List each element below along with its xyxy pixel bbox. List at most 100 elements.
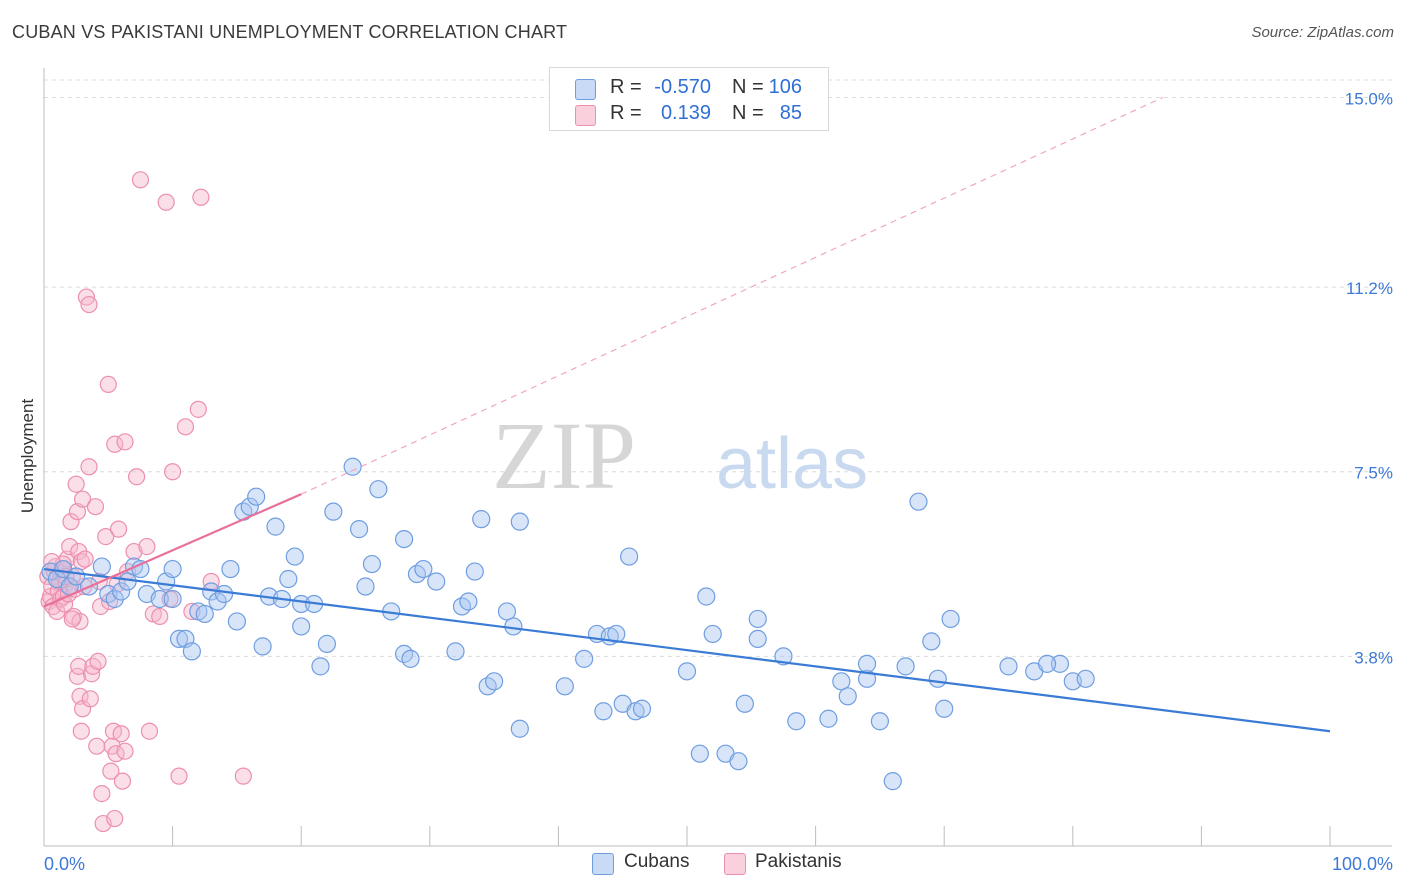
cubans-swatch — [575, 79, 596, 100]
pakistanis-swatch — [724, 853, 746, 875]
pakistanis-point — [109, 520, 128, 538]
source-label: Source: ZipAtlas.com — [1251, 24, 1394, 41]
cubans-point — [169, 629, 189, 649]
cubans-point — [735, 694, 754, 713]
pakistanis-point — [113, 772, 132, 790]
x-tick-label: 100.0% — [1332, 854, 1393, 874]
cubans-point — [105, 589, 124, 609]
cubans-point — [1037, 654, 1057, 673]
r-value: 0.139 — [660, 102, 711, 124]
cubans-point — [690, 744, 709, 763]
watermark-zip: ZIP — [492, 402, 636, 509]
cubans-point — [343, 457, 362, 476]
cubans-point — [999, 657, 1018, 676]
legend-label-cubans: Cubans — [624, 851, 690, 872]
cubans-swatch — [592, 853, 614, 875]
cubans-point — [748, 609, 767, 629]
pakistanis-point — [170, 767, 188, 785]
cubans-point — [311, 657, 330, 676]
pakistanis-point — [164, 463, 182, 481]
cubans-point — [92, 557, 111, 576]
cubans-point — [369, 480, 388, 499]
cubans-point — [1050, 654, 1070, 673]
cubans-point — [182, 642, 201, 661]
cubans-point — [324, 502, 343, 521]
pakistanis-point — [116, 742, 134, 760]
cubans-point — [208, 592, 227, 611]
pakistanis-point — [63, 610, 81, 628]
cubans-point — [266, 517, 285, 536]
cubans-point — [485, 672, 504, 691]
pakistanis-point — [84, 657, 102, 675]
cubans-point — [227, 612, 246, 631]
pakistanis-point — [151, 607, 169, 626]
cubans-point — [253, 637, 272, 656]
y-tick-label: 11.2% — [1346, 279, 1393, 298]
pakistanis-point — [73, 490, 92, 508]
y-tick-label: 3.8% — [1354, 648, 1393, 667]
cubans-point — [349, 520, 369, 539]
cubans-point — [594, 702, 613, 721]
pakistanis-point — [106, 809, 124, 828]
pakistanis-point — [157, 193, 175, 211]
cubans-point — [632, 699, 652, 718]
cubans-point — [896, 657, 915, 676]
cubans-point — [362, 554, 382, 574]
cubans-point — [427, 572, 446, 591]
cubans-point — [909, 492, 928, 511]
correlation-legend: R = -0.570 N = 106 R = 0.139 N = 85 — [549, 67, 829, 131]
cubans-point — [787, 712, 806, 731]
pakistanis-point — [127, 468, 146, 486]
pakistanis-point — [88, 737, 106, 755]
cubans-point — [472, 510, 491, 529]
cubans-point — [870, 712, 890, 731]
pakistanis-point — [70, 657, 88, 675]
y-axis-label: Unemployment — [18, 398, 37, 514]
pakistanis-swatch — [575, 105, 596, 126]
y-tick-label: 7.5% — [1354, 464, 1393, 483]
legend-row-pakistanis: R = 0.139 N = 85 — [550, 102, 828, 128]
pakistanis-point — [67, 475, 85, 493]
cubans-point — [285, 547, 304, 566]
cubans-point — [394, 530, 414, 549]
axes — [43, 68, 1392, 847]
pakistanis-point — [234, 767, 252, 785]
cubans-point — [247, 487, 266, 506]
cubans-point — [575, 649, 594, 668]
pakistanis-point — [100, 592, 119, 611]
y-tick-label: 15.0% — [1345, 89, 1393, 108]
cubans-point — [857, 654, 877, 673]
pakistanis-point — [97, 528, 115, 546]
pakistanis-point — [192, 188, 210, 206]
cubans-point — [214, 584, 234, 604]
n-label: N = — [732, 76, 764, 98]
x-tick-label: 0.0% — [44, 854, 85, 874]
cubans-point — [922, 632, 941, 651]
tick-labels: 3.8% 7.5% 11.2% 15.0% 0.0% 100.0% — [44, 89, 1393, 874]
pakistanis-trend-extension — [300, 96, 1164, 495]
cubans-point — [607, 624, 626, 644]
cubans-point — [748, 629, 767, 649]
cubans-point — [317, 634, 337, 653]
pakistanis-point — [86, 498, 105, 516]
cubans-point — [292, 617, 311, 636]
cubans-point — [677, 662, 697, 681]
cubans-point — [819, 709, 838, 728]
cubans-point — [221, 559, 240, 579]
cubans-point — [838, 687, 857, 706]
pakistanis-point — [138, 537, 156, 556]
cubans-point — [941, 609, 960, 629]
pakistanis-point — [112, 725, 130, 743]
cubans-point — [510, 512, 529, 531]
n-value: 85 — [779, 102, 802, 124]
cubans-point — [465, 562, 484, 581]
cubans-point — [131, 559, 150, 579]
cubans-point — [620, 547, 639, 566]
chart-title: CUBAN VS PAKISTANI UNEMPLOYMENT CORRELAT… — [12, 22, 568, 42]
pakistanis-point — [62, 513, 80, 531]
pakistanis-point — [99, 375, 117, 394]
pakistanis-point — [93, 785, 111, 803]
pakistanis-point — [80, 295, 98, 314]
pakistanis-point — [72, 722, 90, 740]
